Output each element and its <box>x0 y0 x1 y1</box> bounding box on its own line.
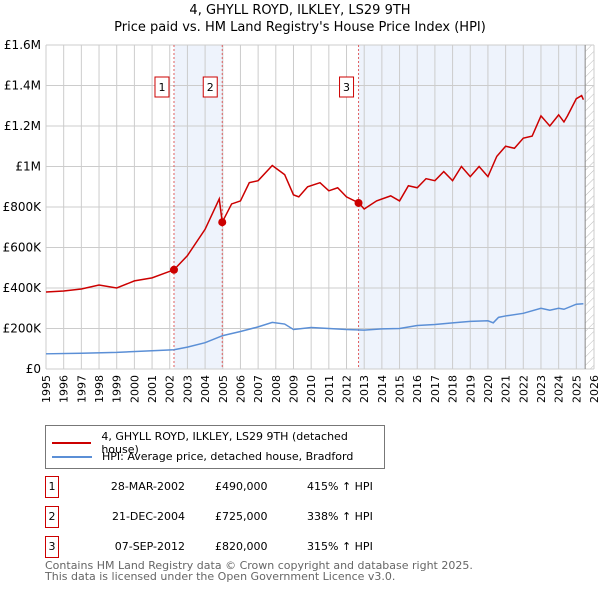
sale-marker-number: 2 <box>207 81 214 94</box>
x-tick-label: 1999 <box>111 375 124 403</box>
y-tick-label: £400K <box>3 281 43 295</box>
sale-hpi: 415% ↑ HPI <box>307 480 373 493</box>
x-tick-label: 2018 <box>447 375 460 403</box>
plot-area: 1995 1996 1997 1998 1999 2000 2001 2002 2003 2004… <box>3 38 600 403</box>
legend-red-line <box>52 442 92 444</box>
x-tick-label: 2001 <box>146 375 159 403</box>
chart-subtitle: Price paid vs. HM Land Registry's House … <box>114 20 486 35</box>
sale-point <box>354 198 363 207</box>
sale-marker-number: 1 <box>158 81 165 94</box>
y-tick-label: £0 <box>26 362 41 376</box>
sale-hpi: 338% ↑ HPI <box>307 510 373 523</box>
x-tick-label: 2021 <box>500 375 513 403</box>
x-tick-label: 2008 <box>270 375 283 403</box>
x-tick-label: 1996 <box>58 375 71 403</box>
sale-point <box>218 218 227 227</box>
x-tick-label: 2006 <box>234 375 247 403</box>
x-tick-label: 2002 <box>164 375 177 403</box>
series-line <box>45 94 585 293</box>
sale-row: 2 21-DEC-2004 £725,000 338% ↑ HPI <box>45 506 445 528</box>
x-tick-label: 2007 <box>252 375 265 403</box>
sale-price: £725,000 <box>215 510 268 523</box>
sale-marker-box <box>202 76 218 98</box>
chart-title: 4, GHYLL ROYD, ILKLEY, LS29 9TH <box>189 3 411 18</box>
sale-marker-box <box>339 76 355 98</box>
footer-line2: This data is licensed under the Open Gov… <box>45 570 396 583</box>
legend-blue-line <box>52 455 92 458</box>
x-tick-label: 2016 <box>411 375 424 403</box>
x-tick-label: 2009 <box>287 375 300 403</box>
legend-label-property: 4, GHYLL ROYD, ILKLEY, LS29 9TH (detache… <box>101 430 348 456</box>
x-tick-label: 2020 <box>482 375 495 403</box>
y-tick-label: £800K <box>3 200 43 214</box>
sale-point <box>169 265 178 274</box>
footer: Contains HM Land Registry data © Crown c… <box>45 560 473 582</box>
x-tick-label: 2003 <box>181 375 194 403</box>
x-tick-label: 2014 <box>376 375 389 403</box>
x-tick-label: 2012 <box>341 375 354 403</box>
y-tick-label: £1.4M <box>4 79 41 93</box>
sale-marker-label: 2 <box>45 506 59 528</box>
y-tick-label: £1M <box>15 160 41 174</box>
sale-marker-box <box>154 76 170 98</box>
y-tick-label: £1.6M <box>4 38 41 52</box>
sale-row: 1 28-MAR-2002 £490,000 415% ↑ HPI <box>45 476 445 498</box>
x-tick-label: 2013 <box>358 375 371 403</box>
x-tick-label: 2025 <box>570 375 583 403</box>
x-tick-label: 2017 <box>429 375 442 403</box>
x-tick-label: 2022 <box>517 375 530 403</box>
x-tick-label: 1997 <box>75 375 88 403</box>
sale-marker-label: 3 <box>45 536 59 558</box>
sale-hpi: 315% ↑ HPI <box>307 540 373 553</box>
footer-line1: Contains HM Land Registry data © Crown c… <box>45 559 473 572</box>
x-tick-label: 2011 <box>323 375 336 403</box>
x-tick-label: 2026 <box>588 375 600 403</box>
series-line <box>45 303 584 355</box>
x-tick-label: 2000 <box>128 375 141 403</box>
x-tick-label: 2015 <box>394 375 407 403</box>
legend: 4, GHYLL ROYD, ILKLEY, LS29 9TH (detache… <box>45 425 385 469</box>
legend-label-hpi: HPI: Average price, detached house, Brad… <box>102 450 354 463</box>
x-tick-label: 2004 <box>199 375 212 403</box>
y-tick-label: £200K <box>3 322 43 336</box>
sale-date: 07-SEP-2012 <box>114 540 185 553</box>
x-tick-label: 2019 <box>464 375 477 403</box>
x-tick-label: 2005 <box>217 375 230 403</box>
sale-marker-number: 3 <box>343 81 350 94</box>
x-tick-label: 1998 <box>93 375 106 403</box>
x-tick-label: 2023 <box>535 375 548 403</box>
x-tick-label: 1995 <box>40 375 53 403</box>
x-tick-label: 2024 <box>553 375 566 403</box>
sale-price: £820,000 <box>215 540 268 553</box>
y-tick-label: £1.2M <box>4 119 41 133</box>
sale-marker-label: 1 <box>45 476 59 498</box>
y-tick-label: £600K <box>3 241 43 255</box>
x-tick-label: 2010 <box>305 375 318 403</box>
sale-date: 21-DEC-2004 <box>111 510 185 523</box>
sale-date: 28-MAR-2002 <box>110 480 185 493</box>
sale-row: 3 07-SEP-2012 £820,000 315% ↑ HPI <box>45 536 445 558</box>
sale-price: £490,000 <box>215 480 268 493</box>
